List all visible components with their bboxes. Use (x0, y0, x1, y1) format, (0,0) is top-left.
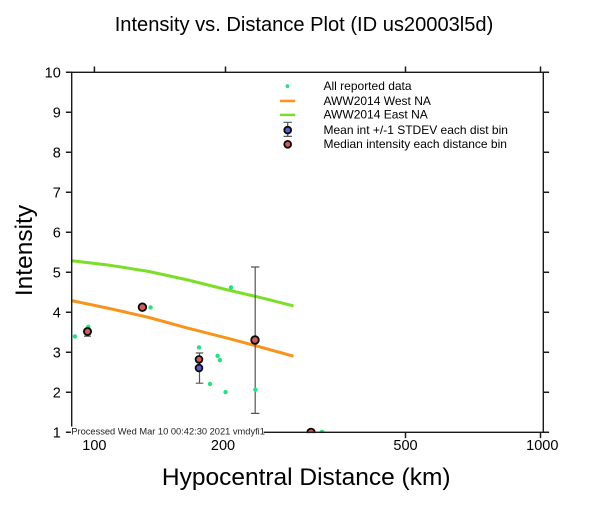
svg-text:100: 100 (82, 438, 106, 454)
svg-text:Intensity vs. Distance Plot (I: Intensity vs. Distance Plot (ID us20003l… (115, 14, 494, 36)
svg-text:Mean int +/-1 STDEV each dist: Mean int +/-1 STDEV each dist bin (324, 123, 508, 137)
svg-text:2: 2 (53, 385, 61, 401)
svg-text:AWW2014 East NA: AWW2014 East NA (324, 108, 428, 122)
svg-text:Processed Wed Mar 10 00:42:30: Processed Wed Mar 10 00:42:30 2021 vmdyf… (71, 426, 265, 436)
svg-text:500: 500 (393, 438, 417, 454)
svg-text:10: 10 (45, 65, 61, 81)
svg-text:5: 5 (53, 265, 61, 281)
svg-text:All reported data: All reported data (324, 79, 412, 93)
svg-text:9: 9 (53, 105, 61, 121)
svg-text:6: 6 (53, 225, 61, 241)
svg-text:Intensity: Intensity (11, 204, 38, 296)
svg-text:7: 7 (53, 185, 61, 201)
svg-text:1: 1 (53, 425, 61, 441)
svg-text:3: 3 (53, 345, 61, 361)
svg-text:Hypocentral Distance (km): Hypocentral Distance (km) (162, 464, 451, 491)
svg-text:AWW2014 West NA: AWW2014 West NA (324, 94, 431, 108)
svg-text:Median intensity each distance: Median intensity each distance bin (324, 137, 507, 151)
svg-text:8: 8 (53, 145, 61, 161)
svg-text:200: 200 (211, 438, 235, 454)
svg-text:4: 4 (53, 305, 61, 321)
svg-text:1000: 1000 (526, 438, 558, 454)
